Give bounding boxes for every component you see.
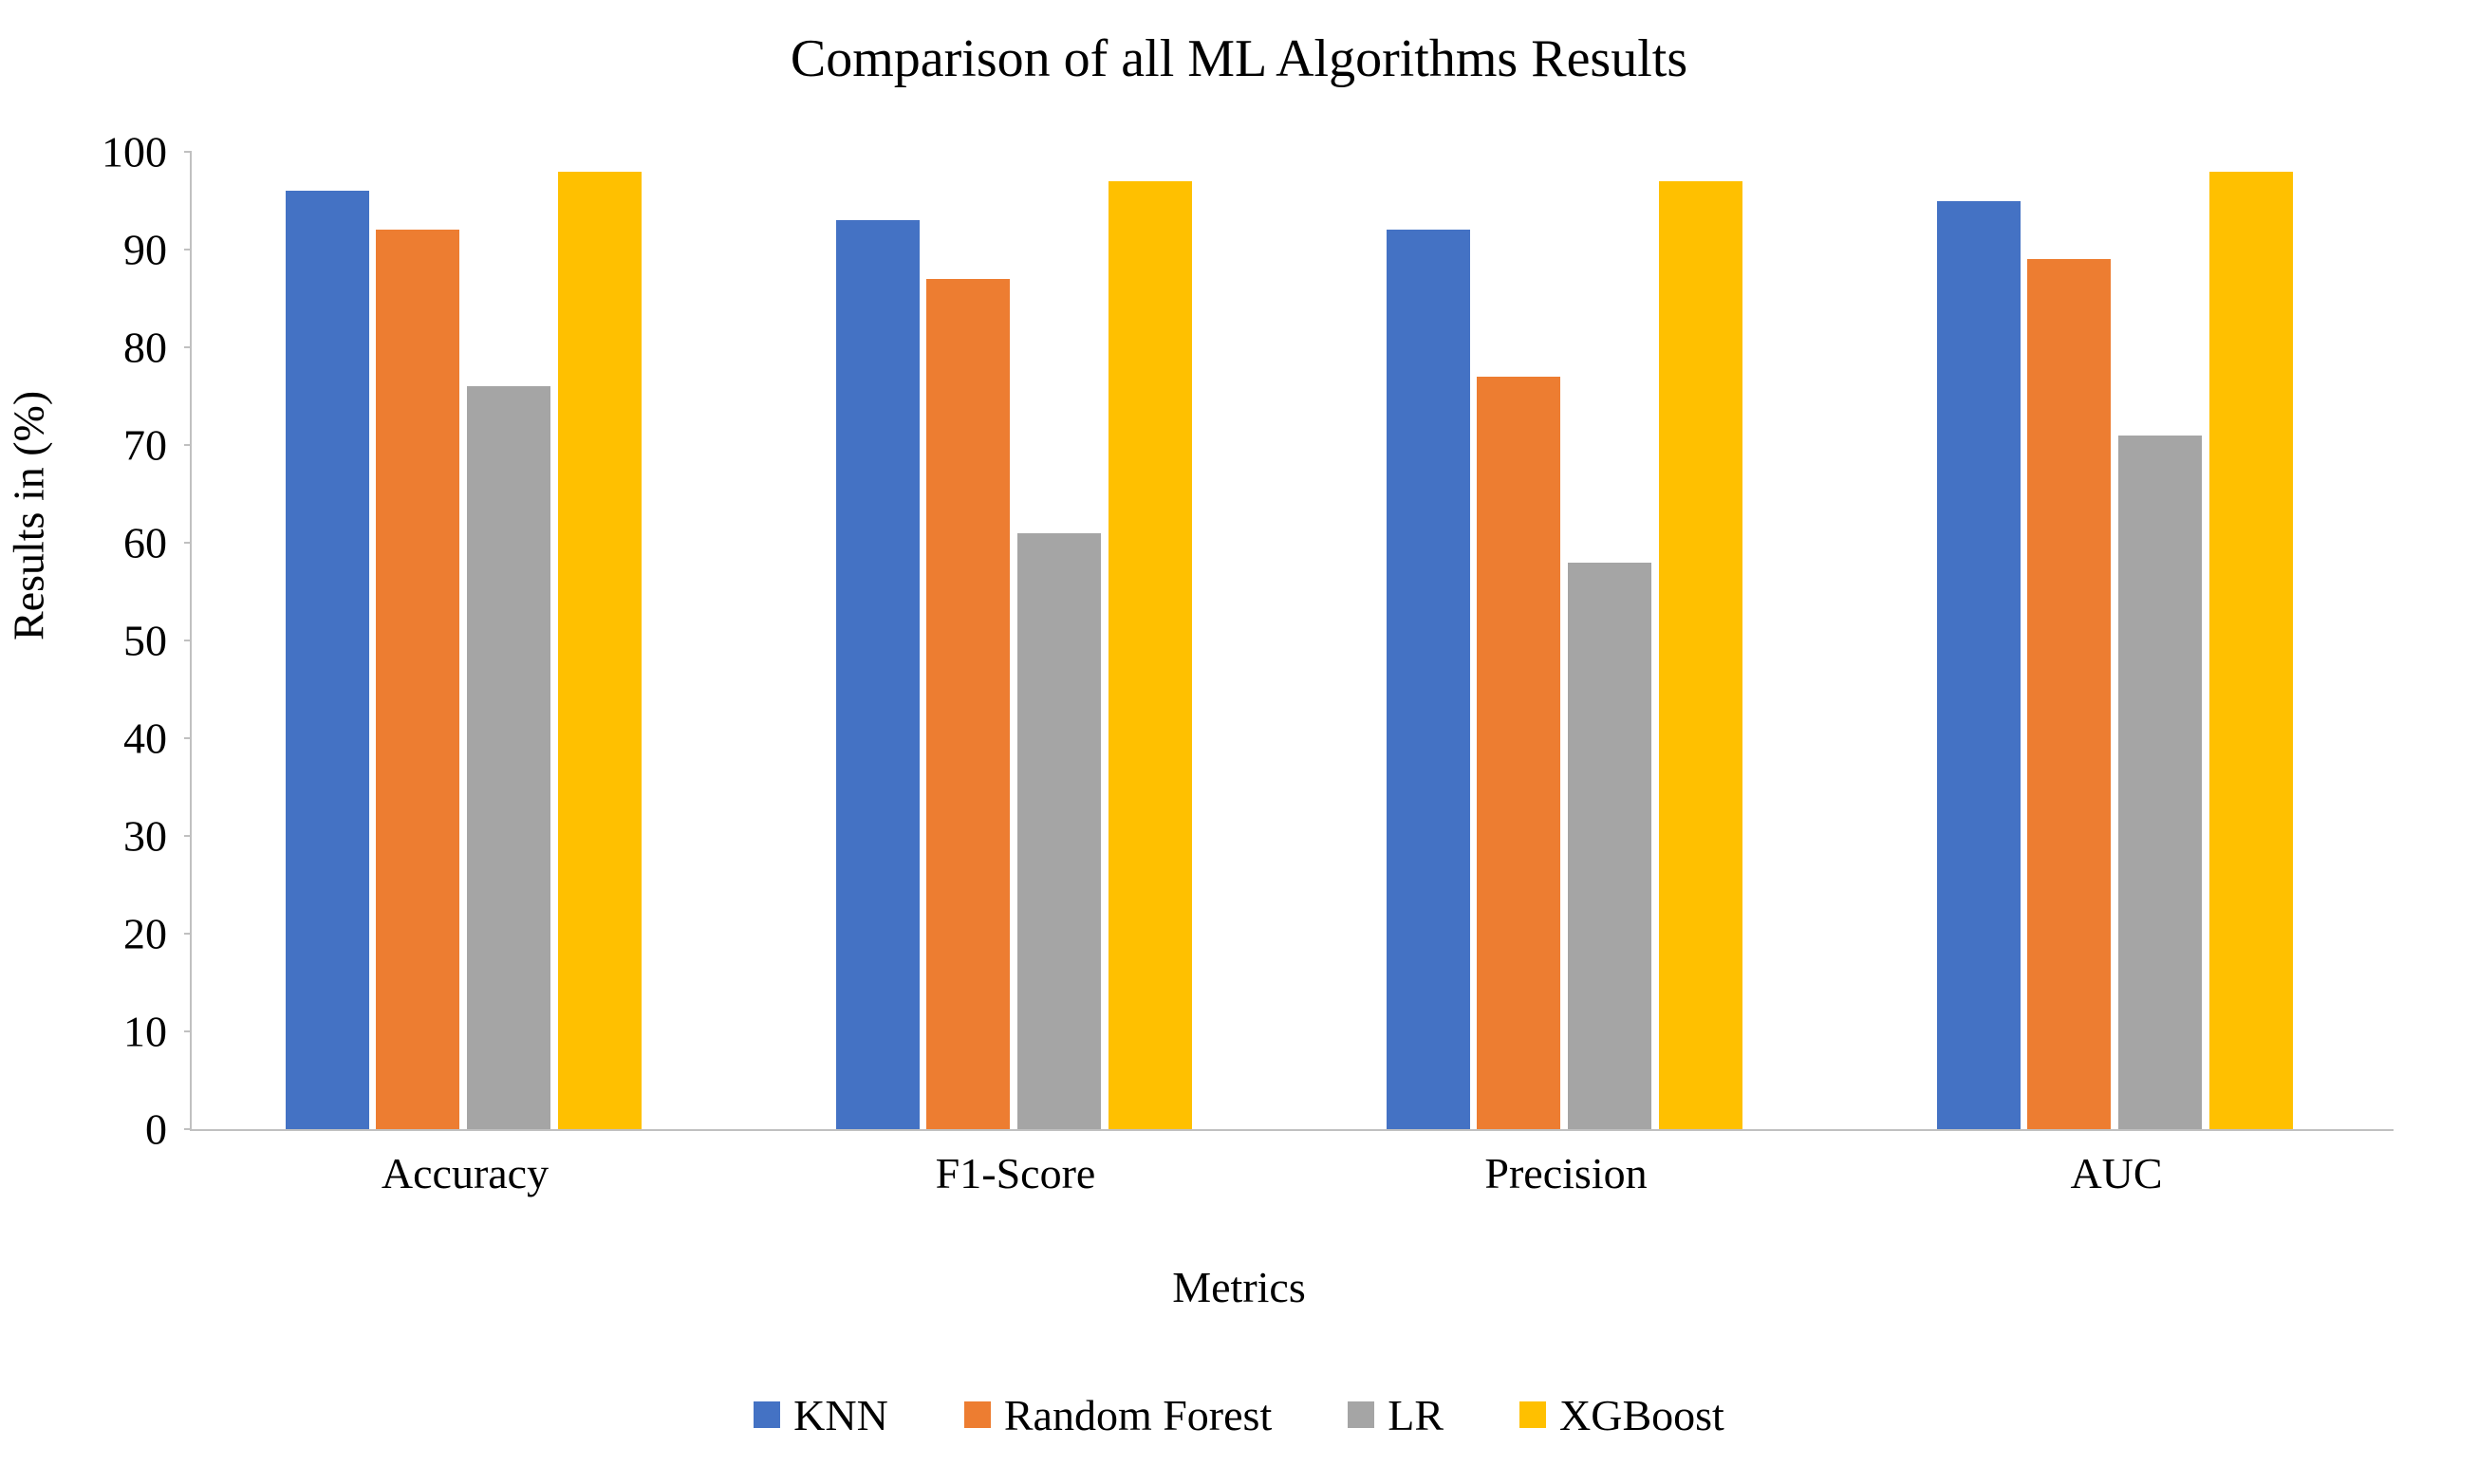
bar — [836, 220, 920, 1129]
x-category-label: AUC — [2070, 1148, 2162, 1198]
x-category-label: Accuracy — [382, 1148, 549, 1198]
bar — [1017, 533, 1101, 1129]
x-category-label: F1-Score — [936, 1148, 1096, 1198]
y-tick-label: 20 — [6, 909, 167, 959]
bar — [1659, 181, 1742, 1129]
y-tick-mark — [184, 542, 192, 544]
bar — [1109, 181, 1192, 1129]
legend-label: XGBoost — [1559, 1391, 1724, 1439]
legend-swatch — [1519, 1401, 1546, 1428]
bar — [286, 191, 369, 1129]
y-axis-ticks: 0102030405060708090100 — [0, 152, 180, 1129]
bar — [1477, 377, 1560, 1129]
plot-area — [190, 152, 2394, 1131]
bar — [558, 172, 642, 1129]
legend-item: XGBoost — [1519, 1385, 1724, 1440]
bar — [1937, 201, 2021, 1130]
y-tick-mark — [184, 640, 192, 641]
y-tick-mark — [184, 835, 192, 837]
bar — [926, 279, 1010, 1129]
y-tick-label: 30 — [6, 811, 167, 862]
bar — [376, 230, 459, 1129]
y-tick-mark — [184, 346, 192, 348]
y-tick-label: 100 — [6, 127, 167, 177]
legend-swatch — [964, 1401, 991, 1428]
x-axis-title: Metrics — [0, 1262, 2478, 1312]
y-tick-label: 10 — [6, 1007, 167, 1057]
y-tick-mark — [184, 1128, 192, 1130]
bar — [1568, 563, 1651, 1129]
bar — [2209, 172, 2293, 1129]
y-tick-mark — [184, 249, 192, 250]
legend: KNN Random Forest LR XGBoost — [0, 1385, 2478, 1440]
legend-item: LR — [1348, 1385, 1444, 1440]
y-tick-mark — [184, 444, 192, 446]
y-tick-label: 70 — [6, 420, 167, 471]
legend-swatch — [754, 1401, 780, 1428]
bar — [2027, 259, 2111, 1129]
legend-swatch — [1348, 1401, 1374, 1428]
y-tick-mark — [184, 1030, 192, 1032]
bar — [467, 386, 550, 1129]
y-tick-label: 50 — [6, 616, 167, 666]
y-tick-label: 80 — [6, 323, 167, 373]
bar — [1387, 230, 1470, 1129]
chart-title: Comparison of all ML Algorithms Results — [0, 28, 2478, 89]
x-category-label: Precision — [1484, 1148, 1647, 1198]
bar — [2118, 436, 2202, 1129]
y-tick-mark — [184, 737, 192, 739]
y-tick-label: 40 — [6, 714, 167, 764]
y-tick-label: 60 — [6, 518, 167, 568]
y-tick-label: 90 — [6, 225, 167, 275]
legend-item: KNN — [754, 1385, 888, 1440]
legend-label: KNN — [793, 1391, 888, 1439]
legend-label: Random Forest — [1004, 1391, 1272, 1439]
y-tick-mark — [184, 933, 192, 935]
legend-item: Random Forest — [964, 1385, 1272, 1440]
legend-label: LR — [1388, 1391, 1444, 1439]
y-tick-mark — [184, 151, 192, 153]
y-tick-label: 0 — [6, 1104, 167, 1155]
chart-container: Comparison of all ML Algorithms Results … — [0, 0, 2478, 1484]
